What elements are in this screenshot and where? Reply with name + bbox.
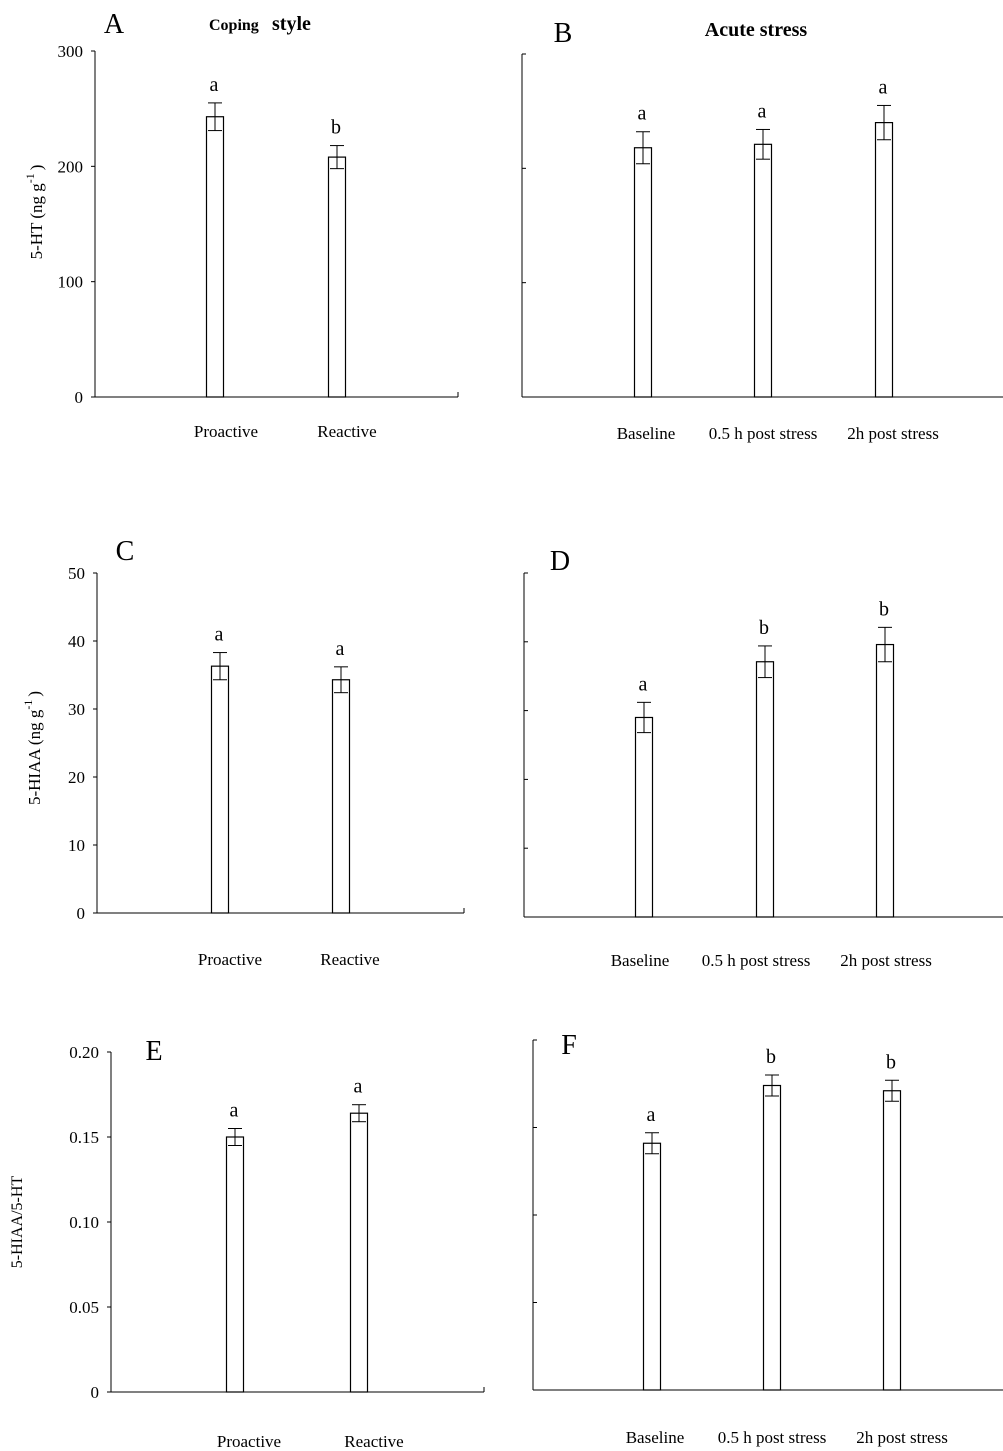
panel-letter-b: B xyxy=(554,18,573,49)
category-label: 0.5 h post stress xyxy=(702,951,811,970)
significance-letter: a xyxy=(647,1104,656,1126)
significance-letter: a xyxy=(230,1100,239,1122)
category-label: 0.5 h post stress xyxy=(718,1428,827,1447)
y-tick-label: 0.20 xyxy=(69,1043,99,1062)
category-label: Baseline xyxy=(611,951,670,970)
panel-letter-d: D xyxy=(550,546,570,577)
significance-letter: b xyxy=(331,117,341,139)
significance-letter: a xyxy=(336,638,345,660)
significance-letter: b xyxy=(879,598,889,620)
category-label: 2h post stress xyxy=(847,424,939,443)
category-label: Proactive xyxy=(194,422,258,441)
bar xyxy=(210,665,230,914)
bar xyxy=(327,156,347,398)
bar xyxy=(633,147,653,398)
y-tick-label: 30 xyxy=(68,700,85,719)
bar xyxy=(755,661,775,918)
category-label: Baseline xyxy=(626,1428,685,1447)
bar xyxy=(225,1136,245,1393)
significance-letter: a xyxy=(879,76,888,98)
bar xyxy=(331,679,351,914)
significance-letter: a xyxy=(638,103,647,125)
category-label: Baseline xyxy=(617,424,676,443)
panel-letter-a: A xyxy=(104,9,125,40)
category-label: Reactive xyxy=(344,1432,403,1451)
panel-title-coping-small: Coping xyxy=(209,17,259,34)
panel-c: C 0 10 20 30 40 50 a a Proactive Reactive 5-HIAA (n… xyxy=(21,536,465,969)
category-label: Proactive xyxy=(198,950,262,969)
category-label: 0.5 h post stress xyxy=(709,424,818,443)
y-axis-label-close: ) xyxy=(27,165,46,171)
y-tick-label: 10 xyxy=(68,836,85,855)
significance-letter: b xyxy=(766,1046,776,1068)
y-tick-label: 0.15 xyxy=(69,1128,99,1147)
y-axis-label-superscript: -1 xyxy=(23,173,37,183)
bar xyxy=(349,1112,369,1393)
bar xyxy=(205,116,225,398)
y-axis-label: 5-HIAA/5-HT xyxy=(9,1176,26,1269)
bar xyxy=(874,121,894,398)
y-axis-label-close: ) xyxy=(25,691,44,697)
significance-letter: a xyxy=(639,673,648,695)
category-label: 2h post stress xyxy=(840,951,932,970)
y-tick-label: 200 xyxy=(58,157,84,176)
significance-letter: a xyxy=(215,624,224,646)
y-tick-label: 0 xyxy=(77,904,86,923)
y-axis-label: 5-HIAA (ng g-1) xyxy=(21,691,44,805)
panel-e: E 0 0.05 0.10 0.15 0.20 a a Proactive Reactive 5-H… xyxy=(9,1036,485,1451)
panel-letter-c: C xyxy=(116,536,135,567)
y-axis-label-text: 5-HT (ng g xyxy=(27,183,46,260)
panel-d: Da b b Baseline 0.5 h post stress 2h post str… xyxy=(523,546,1003,970)
category-label: 2h post stress xyxy=(856,1428,948,1447)
panel-b: Ba a a Baseline 0.5 h post stress 2h post str… xyxy=(521,18,1003,443)
y-tick-label: 300 xyxy=(58,42,84,61)
category-label: Reactive xyxy=(317,422,376,441)
y-axis-label-text: 5-HIAA (ng g xyxy=(25,709,44,805)
y-tick-label: 40 xyxy=(68,632,85,651)
y-tick-label: 0.05 xyxy=(69,1298,99,1317)
bar xyxy=(882,1090,902,1391)
y-tick-label: 0 xyxy=(91,1383,100,1402)
significance-letter: a xyxy=(354,1076,363,1098)
category-label: Reactive xyxy=(320,950,379,969)
panel-title-coping-big: style xyxy=(272,13,311,35)
category-label: Proactive xyxy=(217,1432,281,1451)
y-tick-label: 100 xyxy=(58,273,84,292)
y-tick-label: 20 xyxy=(68,768,85,787)
bar xyxy=(642,1142,662,1391)
significance-letter: b xyxy=(759,617,769,639)
significance-letter: b xyxy=(886,1051,896,1073)
y-axis-label: 5-HT (ng g-1) xyxy=(23,165,46,260)
bar xyxy=(762,1084,782,1391)
y-axis-label-text: 5-HIAA/5-HT xyxy=(9,1176,26,1269)
y-tick-label: 50 xyxy=(68,564,85,583)
panel-letter-f: F xyxy=(561,1030,577,1061)
y-tick-label: 0.10 xyxy=(69,1213,99,1232)
significance-letter: a xyxy=(210,74,219,96)
panel-title-acute-stress: Acute stress xyxy=(705,19,808,41)
panel-a: A 0 100 200 300 a b Proactive Reactive 5-HT (ng g… xyxy=(23,9,459,441)
y-tick-label: 0 xyxy=(75,388,84,407)
significance-letter: a xyxy=(758,100,767,122)
bar xyxy=(753,143,773,398)
panel-f: Fa b b Baseline 0.5 h post stress 2h post str… xyxy=(532,1030,1003,1447)
bar xyxy=(875,643,895,918)
panel-letter-e: E xyxy=(145,1036,162,1067)
bar xyxy=(634,716,654,918)
y-axis-label-superscript: -1 xyxy=(21,700,35,710)
